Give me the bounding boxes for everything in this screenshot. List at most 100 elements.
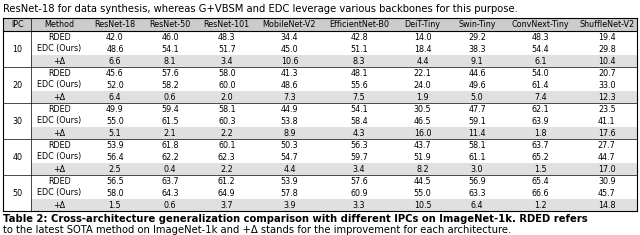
Text: 3.9: 3.9 [283, 200, 296, 209]
Bar [87, 127, 143, 139]
Bar [87, 151, 143, 163]
Bar [396, 163, 450, 175]
Bar [396, 139, 450, 151]
Bar [198, 103, 256, 115]
Bar [143, 151, 198, 163]
Text: 59.1: 59.1 [468, 117, 486, 125]
Text: 62.2: 62.2 [161, 153, 179, 161]
Text: 50.3: 50.3 [280, 141, 298, 149]
Bar [396, 91, 450, 103]
Text: 10.6: 10.6 [281, 56, 298, 66]
Bar [143, 91, 198, 103]
Text: RDED: RDED [48, 176, 70, 185]
Text: 45.0: 45.0 [280, 44, 298, 54]
Text: EDC (Ours): EDC (Ours) [37, 81, 81, 90]
Text: 54.1: 54.1 [161, 44, 179, 54]
Bar [143, 31, 198, 43]
Text: EfficientNet-B0: EfficientNet-B0 [329, 20, 389, 29]
Bar [143, 175, 198, 187]
Bar [577, 79, 637, 91]
Text: RDED: RDED [48, 68, 70, 78]
Bar [31, 115, 87, 127]
Bar [504, 31, 577, 43]
Text: 24.0: 24.0 [413, 81, 431, 90]
Text: 54.0: 54.0 [532, 68, 549, 78]
Bar [450, 151, 504, 163]
Text: 62.1: 62.1 [532, 105, 549, 114]
Text: 51.9: 51.9 [413, 153, 431, 161]
Bar [198, 43, 256, 55]
Text: 38.3: 38.3 [468, 44, 486, 54]
Text: 23.5: 23.5 [598, 105, 616, 114]
Bar [143, 67, 198, 79]
Text: 55.0: 55.0 [413, 188, 431, 197]
Text: 8.2: 8.2 [416, 164, 429, 173]
Bar [87, 175, 143, 187]
Bar [323, 163, 396, 175]
Bar [504, 151, 577, 163]
Text: 60.1: 60.1 [218, 141, 236, 149]
Text: 65.2: 65.2 [532, 153, 549, 161]
Bar [87, 31, 143, 43]
Bar [87, 187, 143, 199]
Text: 1.5: 1.5 [109, 200, 121, 209]
Bar [87, 199, 143, 211]
Text: 34.4: 34.4 [281, 32, 298, 42]
Text: 3.7: 3.7 [220, 200, 233, 209]
Bar [504, 187, 577, 199]
Text: 0.6: 0.6 [164, 200, 177, 209]
Bar [198, 175, 256, 187]
Text: 22.1: 22.1 [413, 68, 431, 78]
Bar [256, 163, 323, 175]
Bar [198, 79, 256, 91]
Bar [198, 18, 256, 31]
Text: 63.7: 63.7 [161, 176, 179, 185]
Text: 7.5: 7.5 [353, 93, 365, 102]
Bar [87, 67, 143, 79]
Bar [504, 55, 577, 67]
Bar [504, 127, 577, 139]
Bar [198, 67, 256, 79]
Text: 61.5: 61.5 [161, 117, 179, 125]
Bar [577, 199, 637, 211]
Text: RDED: RDED [48, 105, 70, 114]
Text: 54.1: 54.1 [350, 105, 368, 114]
Bar [323, 103, 396, 115]
Text: 10.5: 10.5 [413, 200, 431, 209]
Text: 42.8: 42.8 [350, 32, 368, 42]
Text: 48.3: 48.3 [532, 32, 549, 42]
Text: 48.6: 48.6 [281, 81, 298, 90]
Bar [31, 103, 87, 115]
Text: 7.4: 7.4 [534, 93, 547, 102]
Text: ShuffleNet-V2: ShuffleNet-V2 [579, 20, 634, 29]
Text: 2.0: 2.0 [220, 93, 233, 102]
Bar [577, 187, 637, 199]
Bar [577, 127, 637, 139]
Text: 17.6: 17.6 [598, 129, 616, 137]
Text: ConvNext-Tiny: ConvNext-Tiny [511, 20, 569, 29]
Text: ResNet-50: ResNet-50 [150, 20, 191, 29]
Text: Swin-Tiny: Swin-Tiny [458, 20, 496, 29]
Bar [143, 199, 198, 211]
Bar [577, 55, 637, 67]
Bar [143, 139, 198, 151]
Bar [87, 103, 143, 115]
Text: 7.3: 7.3 [283, 93, 296, 102]
Bar [31, 163, 87, 175]
Text: 30: 30 [12, 117, 22, 125]
Text: 3.4: 3.4 [221, 56, 233, 66]
Bar [396, 67, 450, 79]
Bar [143, 115, 198, 127]
Bar [450, 127, 504, 139]
Text: 3.4: 3.4 [353, 164, 365, 173]
Bar [198, 139, 256, 151]
Text: 12.3: 12.3 [598, 93, 616, 102]
Text: 63.7: 63.7 [532, 141, 549, 149]
Bar [323, 55, 396, 67]
Text: 58.0: 58.0 [106, 188, 124, 197]
Text: 58.2: 58.2 [161, 81, 179, 90]
Text: 61.4: 61.4 [532, 81, 549, 90]
Bar [256, 175, 323, 187]
Text: 58.4: 58.4 [350, 117, 368, 125]
Bar [31, 91, 87, 103]
